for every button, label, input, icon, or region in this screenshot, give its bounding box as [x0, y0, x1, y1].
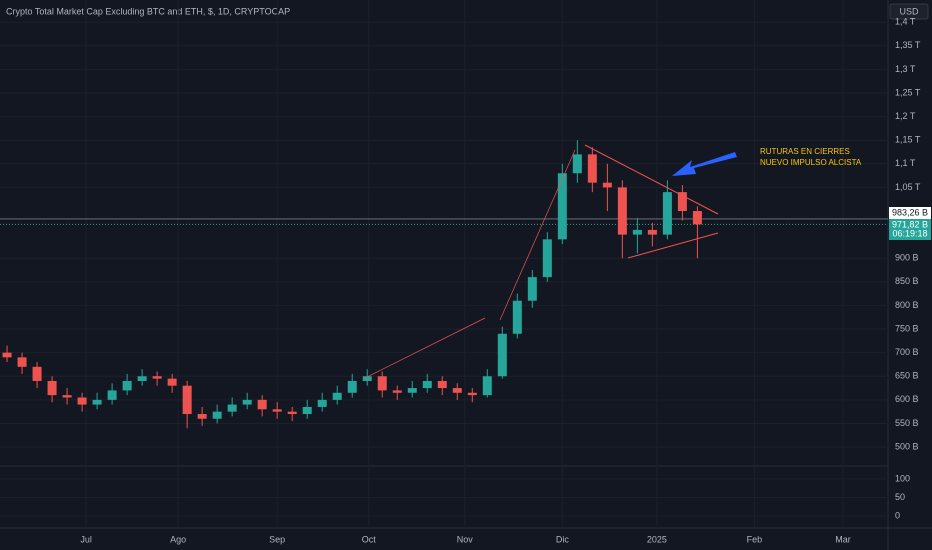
y-tick-label: 1,2 T [895, 111, 916, 121]
candle-body [362, 376, 372, 381]
trendline [499, 149, 576, 321]
annotation: RUTURAS EN CIERRES [760, 147, 850, 156]
y-tick-label: 1,3 T [895, 64, 916, 74]
candle-body [677, 192, 687, 212]
candle-body [527, 277, 537, 301]
candle-body [167, 378, 177, 386]
candle-body [347, 380, 357, 393]
y-tick-label: 850 B [895, 276, 919, 286]
candle-body [17, 357, 27, 367]
candle-body [317, 399, 327, 407]
candle-body [422, 380, 432, 389]
plot [0, 140, 888, 429]
x-tick-label: Dic [556, 534, 569, 544]
candle-body [47, 380, 57, 396]
indicator-tick-label: 50 [895, 492, 905, 502]
candle-body [632, 229, 642, 235]
y-tick-label: 900 B [895, 253, 919, 263]
y-tick-label: 1,25 T [895, 87, 921, 97]
candle-body [377, 376, 387, 391]
candle-body [647, 229, 657, 235]
candle-body [32, 366, 42, 381]
candle-body [407, 388, 417, 393]
candle-body [467, 392, 477, 396]
y-tick-label: 700 B [895, 347, 919, 357]
y-tick-label: 500 B [895, 441, 919, 451]
currency[interactable]: USD [899, 6, 919, 16]
candle-body [77, 397, 87, 405]
y-tick-label: 1,15 T [895, 135, 921, 145]
indicator-tick-label: 0 [895, 510, 900, 520]
candle-body [197, 414, 207, 419]
annotation: NUEVO IMPULSO ALCISTA [760, 158, 862, 167]
candle-body [2, 352, 12, 358]
candle-body [212, 411, 222, 419]
candle-body [542, 239, 552, 278]
trendline [364, 317, 486, 379]
candle-body [242, 399, 252, 405]
countdown: 06:19:18 [892, 228, 927, 238]
chart-title: Crypto Total Market Cap Excluding BTC an… [6, 6, 290, 16]
candle-body [122, 380, 132, 391]
candle-body [692, 211, 702, 225]
candle-body [617, 187, 627, 235]
reference-price: 983,26 B [892, 207, 928, 217]
x-tick-label: 2025 [647, 534, 667, 544]
price-label-box [889, 207, 931, 219]
last-price-box [889, 219, 931, 240]
candle-body [152, 376, 162, 379]
y-tick-label: 1,05 T [895, 182, 921, 192]
candle-body [92, 399, 102, 405]
candle-body [272, 409, 282, 412]
candle-body [227, 404, 237, 412]
x-tick-label: Nov [457, 534, 474, 544]
candle-body [557, 173, 567, 240]
candle-body [257, 399, 267, 410]
y-tick-label: 800 B [895, 300, 919, 310]
candle-body [62, 395, 72, 398]
indicator-tick-label: 100 [895, 473, 910, 483]
candle-body [482, 376, 492, 396]
candle-body [302, 406, 312, 415]
candle-body [332, 392, 342, 400]
y-tick-label: 1,1 T [895, 158, 916, 168]
x-tick-label: Ago [170, 534, 186, 544]
last-price: 971,82 B [892, 219, 928, 229]
candle-body [572, 154, 582, 174]
x-tick-label: Jul [80, 534, 92, 544]
y-tick-label: 650 B [895, 371, 919, 381]
candle-body [497, 333, 507, 377]
currency-button[interactable] [889, 3, 929, 20]
x-tick-label: Oct [362, 534, 377, 544]
y-tick-label: 1,35 T [895, 40, 921, 50]
candle-body [107, 390, 117, 400]
y-tick-label: 600 B [895, 394, 919, 404]
candle-body [452, 388, 462, 393]
candle-body [287, 411, 297, 415]
y-tick-label: 1,4 T [895, 17, 916, 27]
candle-body [512, 300, 522, 334]
candle-body [662, 192, 672, 235]
candle-body [182, 385, 192, 415]
candle-body [137, 376, 147, 381]
arrow [672, 152, 737, 176]
candle-body [392, 390, 402, 393]
trendline [627, 232, 719, 259]
y-tick-label: 550 B [895, 418, 919, 428]
candle-body [587, 154, 597, 183]
candle-body [437, 380, 447, 389]
x-tick-label: Sep [269, 534, 285, 544]
trendline [584, 144, 719, 215]
x-tick-label: Feb [747, 534, 763, 544]
candle-body [602, 182, 612, 188]
x-tick-label: Mar [835, 534, 851, 544]
y-tick-label: 750 B [895, 323, 919, 333]
